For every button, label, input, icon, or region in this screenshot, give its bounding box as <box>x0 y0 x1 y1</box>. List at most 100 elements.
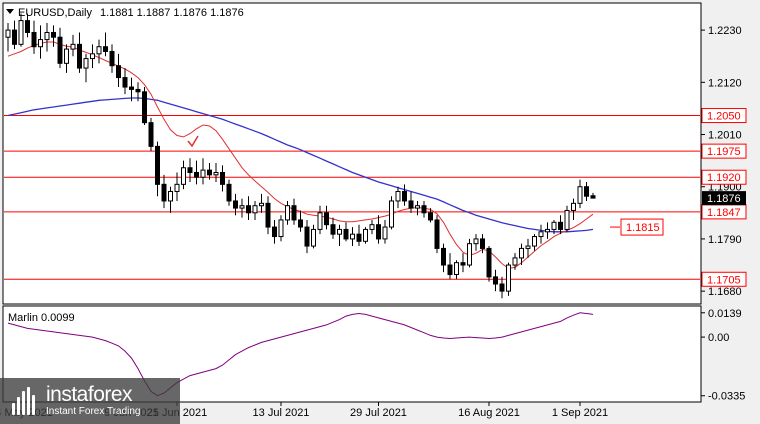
candle[interactable] <box>460 253 466 273</box>
candle[interactable] <box>285 200 290 225</box>
candle[interactable] <box>519 243 524 266</box>
candle[interactable] <box>402 184 407 206</box>
candle[interactable] <box>181 160 186 190</box>
candle[interactable] <box>493 269 498 292</box>
candle[interactable] <box>330 217 336 239</box>
candle[interactable] <box>408 191 414 213</box>
candle[interactable] <box>389 196 394 230</box>
time-tick-label: 1 Sep 2021 <box>552 407 608 419</box>
candle[interactable] <box>109 44 115 73</box>
candle[interactable] <box>551 219 557 235</box>
candle[interactable] <box>252 200 258 220</box>
candle[interactable] <box>382 219 388 244</box>
candle-body <box>31 31 37 48</box>
candle[interactable] <box>499 276 505 299</box>
candle[interactable] <box>512 253 518 270</box>
candle[interactable] <box>278 215 284 242</box>
candle[interactable] <box>259 193 264 213</box>
candle[interactable] <box>77 32 82 73</box>
candle[interactable] <box>155 141 160 197</box>
candle[interactable] <box>226 179 232 206</box>
candle[interactable] <box>577 179 583 209</box>
annotation-box[interactable] <box>620 218 664 236</box>
candle[interactable] <box>148 117 154 152</box>
candle[interactable] <box>265 196 271 235</box>
candle[interactable] <box>246 196 251 220</box>
candle-body <box>577 186 583 204</box>
candle[interactable] <box>161 174 167 209</box>
candle[interactable] <box>590 192 596 199</box>
candle[interactable] <box>187 158 193 182</box>
candle[interactable] <box>538 224 544 244</box>
candle[interactable] <box>467 238 472 268</box>
candle[interactable] <box>428 208 433 223</box>
candle[interactable] <box>376 215 381 244</box>
candle[interactable] <box>70 34 76 57</box>
candle[interactable] <box>25 13 30 38</box>
candle[interactable] <box>454 260 459 280</box>
candle[interactable] <box>233 193 238 216</box>
candle[interactable] <box>207 162 212 180</box>
candle[interactable] <box>421 200 427 218</box>
candle[interactable] <box>343 222 349 242</box>
candle[interactable] <box>564 205 570 232</box>
candle[interactable] <box>304 219 310 254</box>
candle[interactable] <box>525 238 531 258</box>
candle[interactable] <box>415 200 420 216</box>
candle[interactable] <box>122 68 128 95</box>
candle[interactable] <box>317 205 323 235</box>
candle[interactable] <box>103 32 108 57</box>
candle[interactable] <box>356 224 362 247</box>
candle[interactable] <box>298 210 303 232</box>
candle[interactable] <box>5 22 11 52</box>
candle[interactable] <box>447 253 453 280</box>
candle[interactable] <box>129 77 134 102</box>
candle[interactable] <box>64 44 69 73</box>
candle[interactable] <box>532 234 537 251</box>
candle[interactable] <box>584 181 589 201</box>
candle[interactable] <box>545 222 550 239</box>
candle[interactable] <box>31 20 37 54</box>
candle[interactable] <box>506 262 511 296</box>
candle[interactable] <box>38 25 43 59</box>
candle[interactable] <box>473 234 479 251</box>
candle[interactable] <box>44 22 50 52</box>
candle[interactable] <box>18 13 24 47</box>
candle[interactable] <box>369 219 375 235</box>
candle[interactable] <box>220 165 225 192</box>
candle[interactable] <box>441 243 446 273</box>
candle[interactable] <box>200 158 206 185</box>
candle[interactable] <box>311 224 316 249</box>
candle[interactable] <box>12 20 17 50</box>
candle[interactable] <box>194 160 199 185</box>
candle[interactable] <box>83 53 89 83</box>
candle-body <box>447 264 453 276</box>
candle[interactable] <box>480 234 485 254</box>
candle[interactable] <box>434 215 440 254</box>
candle[interactable] <box>116 53 121 88</box>
candle[interactable] <box>486 246 492 282</box>
candle[interactable] <box>90 44 95 69</box>
candle[interactable] <box>57 27 63 69</box>
candle[interactable] <box>558 215 563 235</box>
candle[interactable] <box>291 198 297 225</box>
candle[interactable] <box>395 186 401 209</box>
chart-menu-triangle-icon[interactable] <box>6 9 14 14</box>
candle[interactable] <box>571 198 576 220</box>
candle[interactable] <box>324 205 329 230</box>
candle[interactable] <box>350 227 355 247</box>
candle[interactable] <box>174 172 180 201</box>
candle[interactable] <box>213 162 219 182</box>
candle[interactable] <box>96 39 102 64</box>
candle[interactable] <box>363 227 368 244</box>
candle[interactable] <box>272 219 277 244</box>
candle[interactable] <box>337 224 342 247</box>
candle[interactable] <box>51 25 56 47</box>
candle[interactable] <box>142 87 147 126</box>
candle[interactable] <box>168 186 173 213</box>
price-panel[interactable] <box>2 2 702 305</box>
candle[interactable] <box>135 82 141 102</box>
candle[interactable] <box>239 198 245 218</box>
